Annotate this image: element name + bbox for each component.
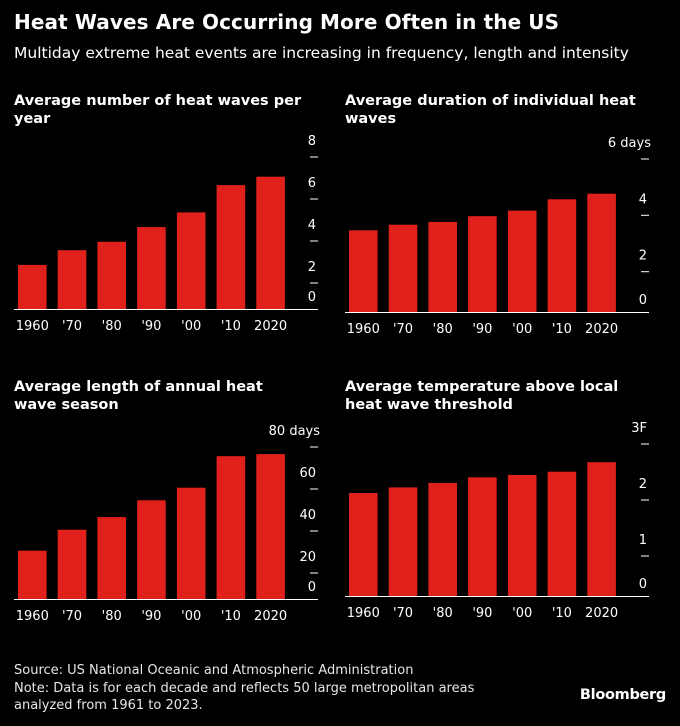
chart-3-bar-1960 [18, 550, 47, 599]
chart-3-bar-00 [176, 487, 206, 599]
chart-4-x-tick-label: '80 [433, 606, 453, 621]
chart-1-bar-80 [97, 241, 126, 309]
chart-1-y-tick-label: 2 [308, 260, 316, 275]
chart-2-y-tick-label: 4 [639, 192, 647, 207]
chart-3-title-line-1: Average length of annual heat [14, 379, 263, 395]
chart-2-x-tick-label: '10 [552, 322, 572, 337]
chart-3-bar-70 [57, 529, 87, 599]
chart-4-x-tick-label: '10 [552, 606, 572, 621]
chart-2-bar-1960 [349, 230, 378, 312]
chart-2-x-tick-label: '80 [433, 322, 453, 337]
chart-1-y-tick-label: 8 [308, 134, 316, 149]
chart-1-x-tick-label: 1960 [16, 319, 49, 334]
chart-1-x-tick-label: 2020 [254, 319, 287, 334]
chart-3-x-tick-label: '00 [181, 609, 201, 624]
chart-2-y-tick-label: 0 [639, 293, 647, 308]
chart-2-y-tick-label: 2 [639, 249, 647, 264]
chart-4-bar-2020 [587, 462, 616, 596]
chart-1-x-tick-label: '80 [102, 319, 122, 334]
chart-1-x-tick-label: '00 [181, 319, 201, 334]
chart-3-y-tick-label: 60 [299, 466, 316, 481]
chart-3-bar-80 [97, 517, 126, 599]
chart-2-title-line-2: waves [345, 111, 396, 127]
footer: Source: US National Oceanic and Atmosphe… [14, 662, 474, 715]
page-subtitle: Multiday extreme heat events are increas… [14, 44, 629, 62]
chart-1-x-tick-label: '90 [141, 319, 161, 334]
chart-3-y-tick-label: 40 [299, 508, 316, 523]
chart-2-bar-70 [388, 224, 418, 312]
data-note-line-1: Note: Data is for each decade and reflec… [14, 680, 475, 696]
chart-1-bar-00 [176, 212, 206, 309]
chart-3-x-tick-label: '10 [221, 609, 241, 624]
chart-4-x-tick-label: '00 [512, 606, 532, 621]
chart-1-title-line-1: Average number of heat waves per [14, 93, 302, 109]
chart-2-bar-80 [428, 221, 457, 312]
chart-4-bar-1960 [349, 493, 378, 596]
chart-3-bar-10 [216, 456, 246, 599]
chart-2-bar-10 [547, 199, 577, 312]
chart-3-y-tick-label: 0 [308, 580, 316, 595]
chart-4-x-tick-label: '70 [393, 606, 413, 621]
chart-3-title-line-2: wave season [14, 397, 119, 413]
chart-4-bar-00 [507, 475, 537, 596]
chart-3-x-tick-label: '80 [102, 609, 122, 624]
chart-2-title-line-1: Average duration of individual heat [345, 93, 636, 109]
chart-3-x-tick-label: '90 [141, 609, 161, 624]
chart-2-x-tick-label: '90 [472, 322, 492, 337]
source-note: Source: US National Oceanic and Atmosphe… [14, 663, 414, 678]
chart-1-y-tick-label: 0 [308, 290, 316, 305]
chart-1-title-line-2: year [14, 111, 51, 127]
chart-3-x-tick-label: 1960 [16, 609, 49, 624]
chart-2-bar-90 [468, 216, 497, 312]
chart-4-title-line-1: Average temperature above local [345, 379, 618, 395]
chart-4-bar-90 [468, 477, 497, 596]
chart-2-x-tick-label: 1960 [347, 322, 380, 337]
chart-4-y-tick-label: 0 [639, 577, 647, 592]
chart-4-x-tick-label: 2020 [585, 606, 618, 621]
chart-3-bar-90 [137, 500, 166, 599]
chart-4-bar-10 [547, 471, 577, 596]
chart-1-bar-70 [57, 250, 87, 309]
chart-2-x-tick-label: '70 [393, 322, 413, 337]
chart-2-x-tick-label: '00 [512, 322, 532, 337]
chart-1-bar-1960 [18, 264, 47, 309]
chart-3-y-tick-label: 80 days [269, 424, 321, 439]
chart-1-bar-90 [137, 227, 166, 309]
chart-1-bar-10 [216, 185, 246, 309]
chart-2-bar-00 [507, 210, 537, 312]
chart-4-y-tick-label: 3F [631, 421, 647, 436]
chart-4-title-line-2: heat wave threshold [345, 397, 513, 413]
bloomberg-logo: Bloomberg [579, 687, 666, 703]
chart-4-y-tick-label: 2 [639, 477, 647, 492]
chart-1-y-tick-label: 4 [308, 218, 316, 233]
chart-4-bar-70 [388, 487, 418, 596]
chart-3-x-tick-label: 2020 [254, 609, 287, 624]
chart-4-x-tick-label: 1960 [347, 606, 380, 621]
chart-4-y-tick-label: 1 [639, 533, 647, 548]
chart-2-bar-2020 [587, 193, 616, 312]
chart-1-x-tick-label: '10 [221, 319, 241, 334]
chart-4-x-tick-label: '90 [472, 606, 492, 621]
page-title: Heat Waves Are Occurring More Often in t… [14, 10, 560, 34]
chart-2-x-tick-label: 2020 [585, 322, 618, 337]
chart-4-bar-80 [428, 482, 457, 596]
chart-1-bar-2020 [256, 176, 285, 309]
chart-3-x-tick-label: '70 [62, 609, 82, 624]
data-note-line-2: analyzed from 1961 to 2023. [14, 698, 203, 713]
chart-3-y-tick-label: 20 [299, 550, 316, 565]
chart-2-y-tick-label: 6 days [608, 136, 651, 151]
chart-1-x-tick-label: '70 [62, 319, 82, 334]
chart-1-y-tick-label: 6 [308, 176, 316, 191]
chart-3-bar-2020 [256, 454, 285, 599]
